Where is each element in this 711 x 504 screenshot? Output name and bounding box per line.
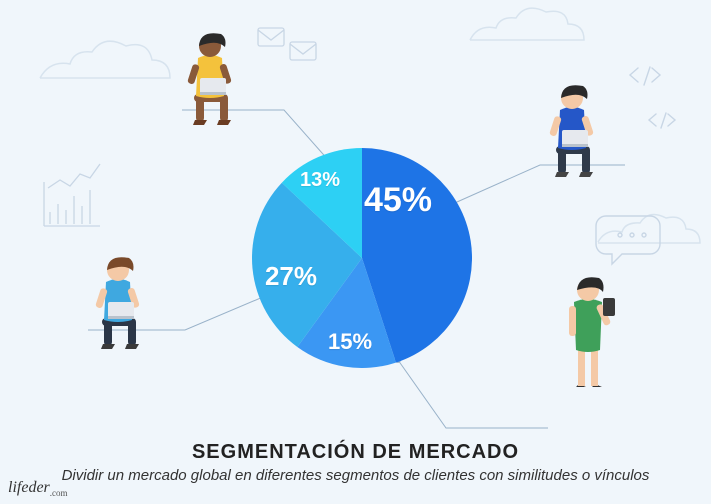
source-logo: lifeder.com <box>8 479 68 498</box>
person-bottom-left <box>84 248 174 373</box>
label-slice-13: 13% <box>300 170 340 190</box>
caption: SEGMENTACIÓN DE MERCADO Dividir un merca… <box>0 441 711 486</box>
infographic-title: SEGMENTACIÓN DE MERCADO <box>40 441 671 464</box>
label-slice-15: 15% <box>328 331 372 353</box>
person-top-right <box>538 76 628 201</box>
label-slice-27: 27% <box>265 263 317 289</box>
person-top-left <box>176 24 266 149</box>
callout-line-1 <box>398 360 548 428</box>
label-slice-45: 45% <box>364 183 432 217</box>
person-bottom-right <box>541 268 631 393</box>
logo-text: lifeder <box>8 479 50 496</box>
infographic-subtitle: Dividir un mercado global en diferentes … <box>40 466 671 486</box>
infographic-canvas: 45% 15% 27% 13% <box>0 0 711 504</box>
logo-ext: .com <box>50 488 68 498</box>
